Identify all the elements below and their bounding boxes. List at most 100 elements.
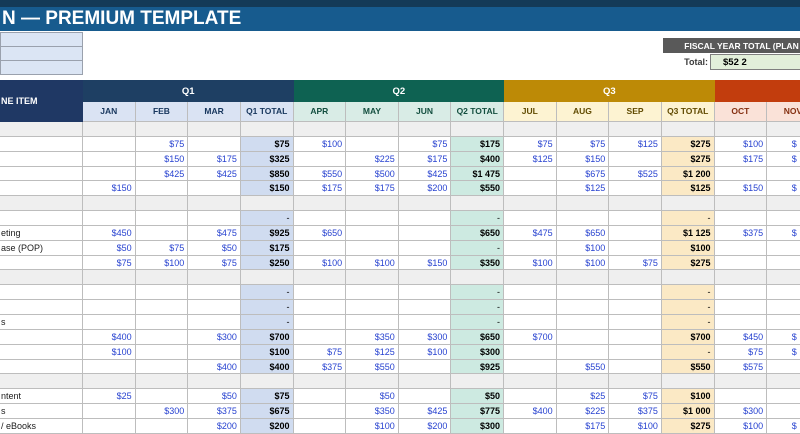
- month-value-cell[interactable]: [398, 285, 452, 301]
- month-value-cell[interactable]: $400: [188, 359, 241, 375]
- month-value-cell[interactable]: [767, 196, 800, 212]
- month-value-cell[interactable]: $75: [135, 240, 189, 256]
- month-value-cell[interactable]: [346, 374, 399, 390]
- month-value-cell[interactable]: [135, 418, 189, 434]
- month-value-cell[interactable]: [188, 314, 241, 330]
- month-value-cell[interactable]: [767, 374, 800, 390]
- month-value-cell[interactable]: [293, 240, 347, 256]
- quarter-total-cell[interactable]: $350: [451, 255, 504, 271]
- quarter-band-q3[interactable]: Q3: [504, 80, 715, 102]
- month-value-cell[interactable]: [767, 240, 800, 256]
- month-value-cell[interactable]: $375: [188, 404, 241, 419]
- month-value-cell[interactable]: [83, 151, 136, 167]
- month-value-cell[interactable]: [714, 240, 768, 256]
- column-header-q3-total[interactable]: Q3 TOTAL: [661, 102, 715, 122]
- month-value-cell[interactable]: [556, 211, 610, 226]
- month-value-cell[interactable]: $175: [556, 418, 610, 434]
- month-value-cell[interactable]: $150: [398, 255, 452, 271]
- month-value-cell[interactable]: $375: [714, 225, 768, 241]
- month-value-cell[interactable]: [135, 181, 189, 197]
- month-value-cell[interactable]: [398, 389, 452, 405]
- month-value-cell[interactable]: [293, 329, 347, 345]
- month-value-cell[interactable]: $100: [556, 255, 610, 271]
- month-value-cell[interactable]: [398, 122, 452, 137]
- month-value-cell[interactable]: [504, 389, 557, 405]
- month-value-cell[interactable]: [188, 344, 241, 360]
- month-value-cell[interactable]: $: [767, 136, 800, 152]
- month-value-cell[interactable]: $375: [609, 404, 662, 419]
- header-input-cell[interactable]: [0, 60, 83, 75]
- month-value-cell[interactable]: $200: [188, 418, 241, 434]
- month-value-cell[interactable]: [398, 270, 452, 286]
- month-value-cell[interactable]: [293, 389, 347, 405]
- month-value-cell[interactable]: $: [767, 344, 800, 360]
- month-value-cell[interactable]: [135, 300, 189, 315]
- month-value-cell[interactable]: [293, 122, 347, 137]
- month-value-cell[interactable]: $575: [714, 359, 768, 375]
- month-value-cell[interactable]: [293, 211, 347, 226]
- month-value-cell[interactable]: $75: [504, 136, 557, 152]
- line-item-cell[interactable]: [0, 344, 83, 360]
- month-value-cell[interactable]: [135, 389, 189, 405]
- month-value-cell[interactable]: [556, 270, 610, 286]
- quarter-total-cell[interactable]: $550: [661, 359, 715, 375]
- month-value-cell[interactable]: $350: [346, 404, 399, 419]
- month-value-cell[interactable]: [188, 374, 241, 390]
- month-value-cell[interactable]: $50: [188, 240, 241, 256]
- quarter-total-cell[interactable]: -: [451, 314, 504, 330]
- quarter-total-cell[interactable]: $925: [451, 359, 504, 375]
- line-item-cell[interactable]: ntent: [0, 389, 83, 405]
- month-value-cell[interactable]: $100: [135, 255, 189, 271]
- header-input-cell[interactable]: [0, 32, 83, 47]
- month-value-cell[interactable]: [504, 344, 557, 360]
- quarter-total-cell[interactable]: [451, 374, 504, 390]
- month-value-cell[interactable]: $100: [83, 344, 136, 360]
- month-value-cell[interactable]: $400: [504, 404, 557, 419]
- line-item-cell[interactable]: [0, 374, 83, 390]
- quarter-total-cell[interactable]: $275: [661, 136, 715, 152]
- month-value-cell[interactable]: [767, 314, 800, 330]
- month-value-cell[interactable]: $50: [188, 389, 241, 405]
- month-value-cell[interactable]: [398, 314, 452, 330]
- quarter-total-cell[interactable]: $200: [240, 418, 294, 434]
- month-value-cell[interactable]: $350: [346, 329, 399, 345]
- month-value-cell[interactable]: [504, 418, 557, 434]
- fiscal-total-value[interactable]: $52 2: [710, 54, 800, 70]
- quarter-band-q1[interactable]: Q1: [83, 80, 294, 102]
- month-value-cell[interactable]: [714, 255, 768, 271]
- month-value-cell[interactable]: $150: [556, 151, 610, 167]
- month-value-cell[interactable]: $75: [83, 255, 136, 271]
- month-value-cell[interactable]: $450: [83, 225, 136, 241]
- quarter-total-cell[interactable]: $100: [240, 344, 294, 360]
- line-item-cell[interactable]: [0, 255, 83, 271]
- quarter-total-cell[interactable]: -: [240, 314, 294, 330]
- month-value-cell[interactable]: [346, 285, 399, 301]
- month-value-cell[interactable]: [767, 300, 800, 315]
- month-value-cell[interactable]: $: [767, 418, 800, 434]
- quarter-total-cell[interactable]: [451, 196, 504, 212]
- line-item-cell[interactable]: eting: [0, 225, 83, 241]
- quarter-total-cell[interactable]: $100: [661, 389, 715, 405]
- quarter-total-cell[interactable]: $700: [661, 329, 715, 345]
- month-value-cell[interactable]: [398, 240, 452, 256]
- month-value-cell[interactable]: $700: [504, 329, 557, 345]
- month-value-cell[interactable]: [293, 314, 347, 330]
- month-value-cell[interactable]: $100: [714, 136, 768, 152]
- month-value-cell[interactable]: $425: [398, 166, 452, 182]
- month-value-cell[interactable]: [714, 389, 768, 405]
- column-header-mar[interactable]: MAR: [188, 102, 241, 122]
- column-header-nov[interactable]: NOV: [767, 102, 800, 122]
- month-value-cell[interactable]: [767, 255, 800, 271]
- quarter-total-cell[interactable]: $1 125: [661, 225, 715, 241]
- month-value-cell[interactable]: [609, 359, 662, 375]
- month-value-cell[interactable]: [83, 300, 136, 315]
- month-value-cell[interactable]: [398, 225, 452, 241]
- header-input-cell[interactable]: [0, 46, 83, 61]
- month-value-cell[interactable]: $525: [609, 166, 662, 182]
- month-value-cell[interactable]: [767, 359, 800, 375]
- month-value-cell[interactable]: [346, 211, 399, 226]
- month-value-cell[interactable]: $125: [556, 181, 610, 197]
- month-value-cell[interactable]: [556, 329, 610, 345]
- month-value-cell[interactable]: [83, 374, 136, 390]
- quarter-total-cell[interactable]: -: [240, 211, 294, 226]
